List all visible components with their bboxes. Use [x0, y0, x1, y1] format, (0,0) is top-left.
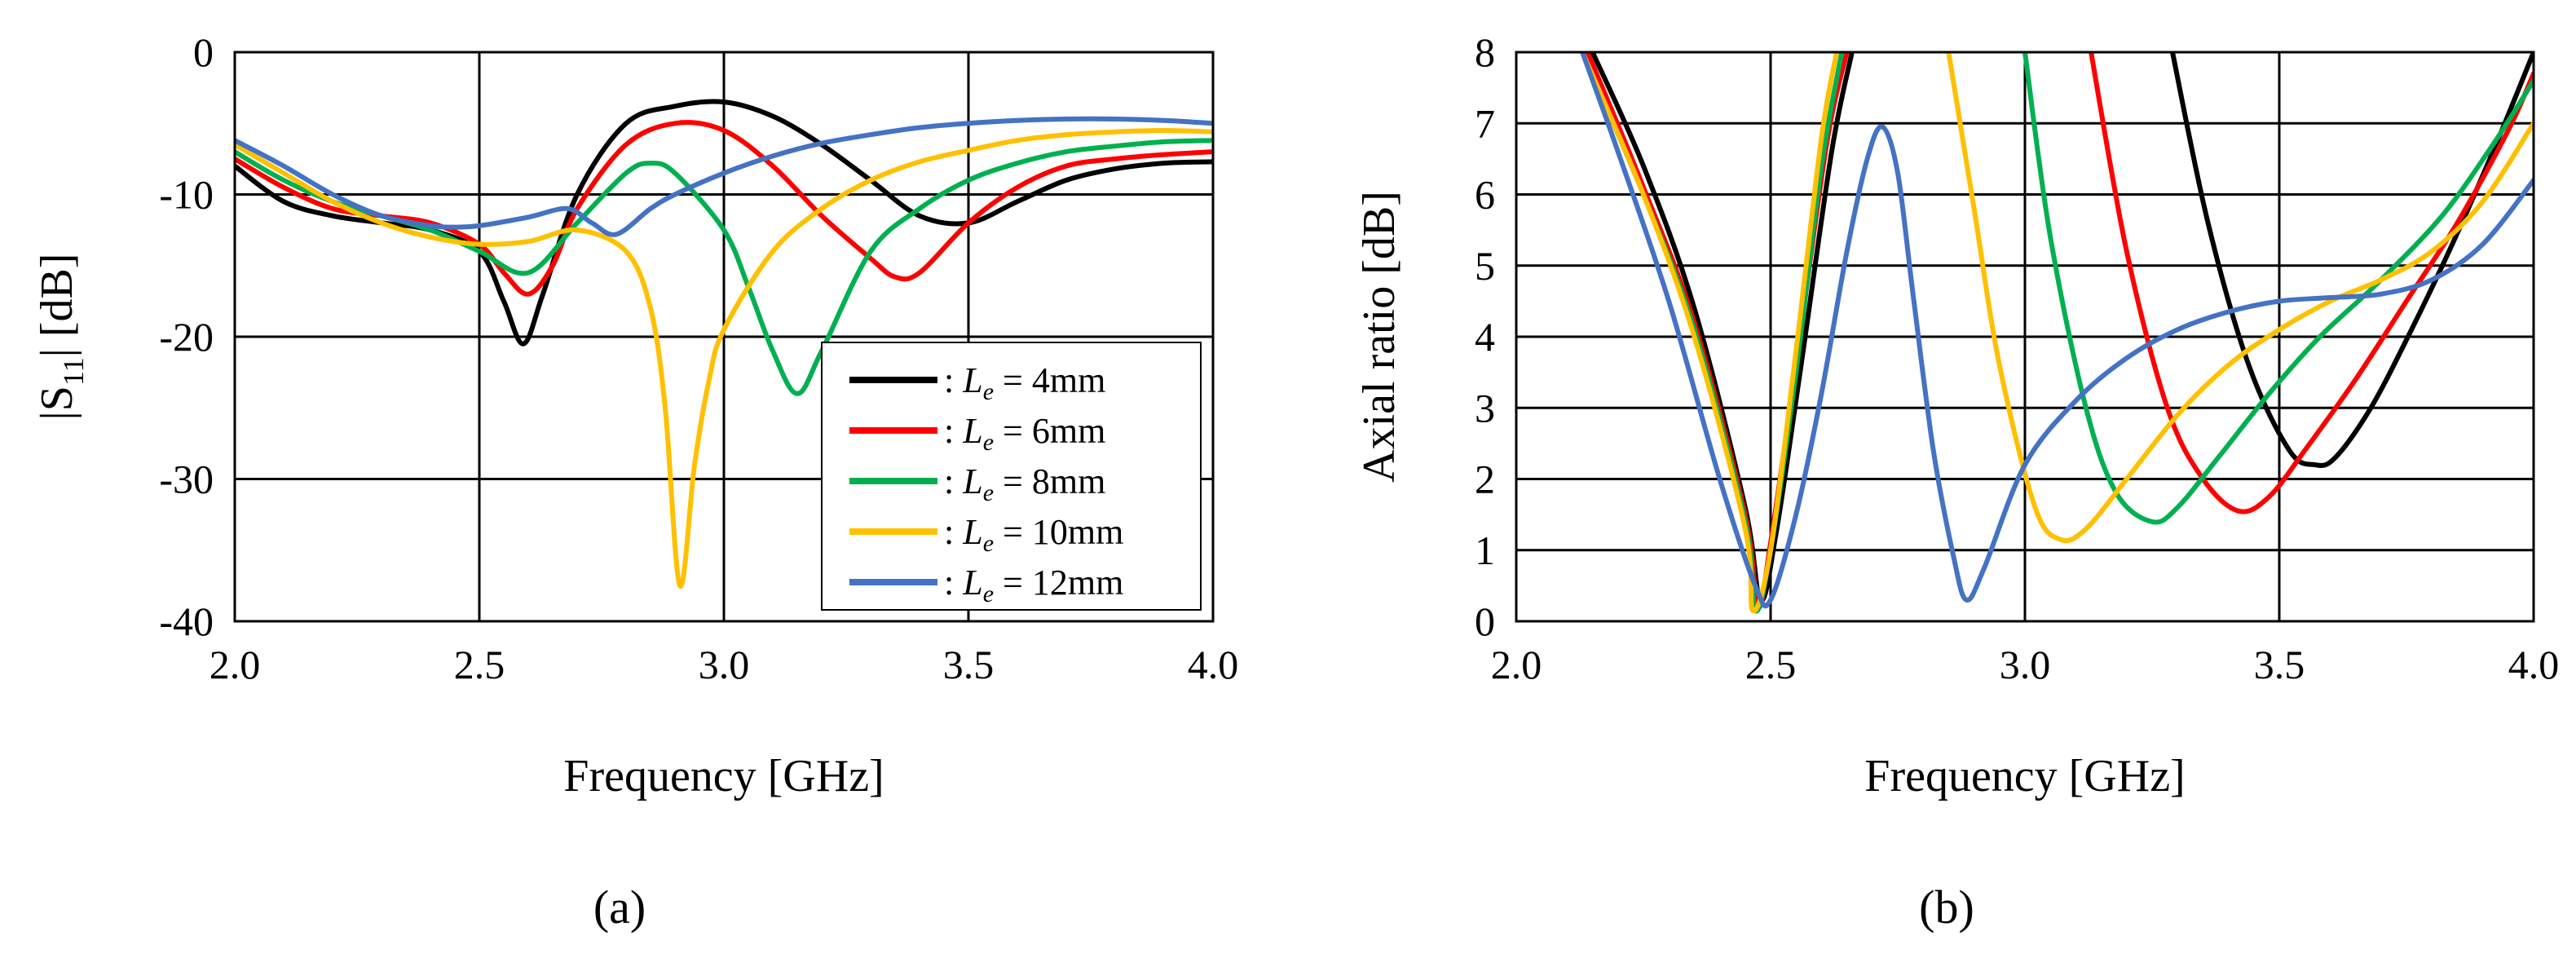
x-tick-label: 2.5 — [1745, 642, 1797, 687]
chart-b-x-axis-label: Frequency [GHz] — [1864, 751, 2185, 801]
y-tick-label: 1 — [1475, 528, 1495, 573]
y-tick-label: 4 — [1475, 314, 1495, 360]
series-line — [235, 116, 1213, 237]
series-line — [2089, 52, 2534, 514]
x-tick-label: 2.0 — [1491, 642, 1542, 687]
chart-a-series — [235, 99, 1213, 589]
chart-b-x-ticks: 2.0 2.5 3.0 3.5 4.0 — [1491, 642, 2560, 687]
chart-a-legend: : Le = 4mm : Le = 6mm : Le = 8mm : Le = 10m… — [821, 342, 1202, 611]
chart-a-plot-frame — [233, 51, 1215, 623]
legend-entry: : Le = 8mm — [944, 461, 1105, 506]
series-line — [235, 120, 1213, 297]
series-line — [1946, 52, 2534, 544]
y-tick-label: 5 — [1475, 243, 1495, 289]
chart-b-series — [1580, 52, 2534, 614]
y-tick-label: -20 — [159, 314, 214, 360]
series-line — [2022, 52, 2534, 525]
chart-b-y-axis-label: Axial ratio [dB] — [1354, 191, 1405, 483]
x-tick-label: 2.0 — [210, 642, 261, 687]
legend-box — [821, 342, 1202, 611]
chart-b-plot-frame — [1515, 51, 2535, 623]
chart-b-panel-label: (b) — [1919, 881, 1974, 934]
chart-a-x-ticks: 2.0 2.5 3.0 3.5 4.0 — [210, 642, 1239, 687]
legend-entry: : Le = 4mm — [944, 360, 1105, 405]
y-tick-label: 0 — [1475, 598, 1495, 644]
legend-entry: : Le = 12mm — [944, 563, 1123, 607]
y-tick-label: 7 — [1475, 100, 1495, 146]
series-line — [235, 138, 1213, 396]
y-tick-label: -40 — [159, 598, 214, 644]
series-line — [235, 128, 1213, 589]
series-line — [1580, 52, 1840, 614]
chart-a-y-ticks: 0 -10 -20 -30 -40 — [159, 29, 214, 644]
y-tick-label: -30 — [159, 457, 214, 502]
y-tick-label: 3 — [1475, 385, 1495, 430]
chart-a-grid — [235, 52, 1213, 621]
y-tick-label: 0 — [193, 29, 214, 75]
chart-a-x-axis-label: Frequency [GHz] — [563, 751, 884, 801]
series-line — [1580, 52, 2534, 609]
series-line — [1590, 52, 1855, 603]
chart-a-panel-label: (a) — [593, 881, 646, 934]
y-tick-label: 2 — [1475, 457, 1495, 502]
chart-b: 2.0 2.5 3.0 3.5 4.0 0 1 2 3 4 5 6 7 8 Frequency [GHz… — [1354, 29, 2559, 934]
x-tick-label: 3.0 — [2000, 642, 2051, 687]
chart-a-y-axis-label: |S11| [dB] — [32, 254, 90, 421]
x-tick-label: 2.5 — [454, 642, 505, 687]
x-tick-label: 4.0 — [2508, 642, 2560, 687]
x-tick-label: 3.5 — [2254, 642, 2305, 687]
legend-entry: : Le = 6mm — [944, 411, 1105, 456]
legend-entry: : Le = 10mm — [944, 512, 1123, 557]
x-tick-label: 3.0 — [699, 642, 750, 687]
x-tick-label: 4.0 — [1188, 642, 1239, 687]
y-tick-label: -10 — [159, 172, 214, 218]
y-tick-label: 8 — [1475, 29, 1495, 75]
chart-b-y-ticks: 0 1 2 3 4 5 6 7 8 — [1475, 29, 1495, 644]
series-line — [2170, 52, 2534, 468]
y-tick-label: 6 — [1475, 172, 1495, 218]
x-tick-label: 3.5 — [943, 642, 995, 687]
chart-a: 2.0 2.5 3.0 3.5 4.0 0 -10 -20 -30 -40 Frequency … — [32, 29, 1238, 934]
